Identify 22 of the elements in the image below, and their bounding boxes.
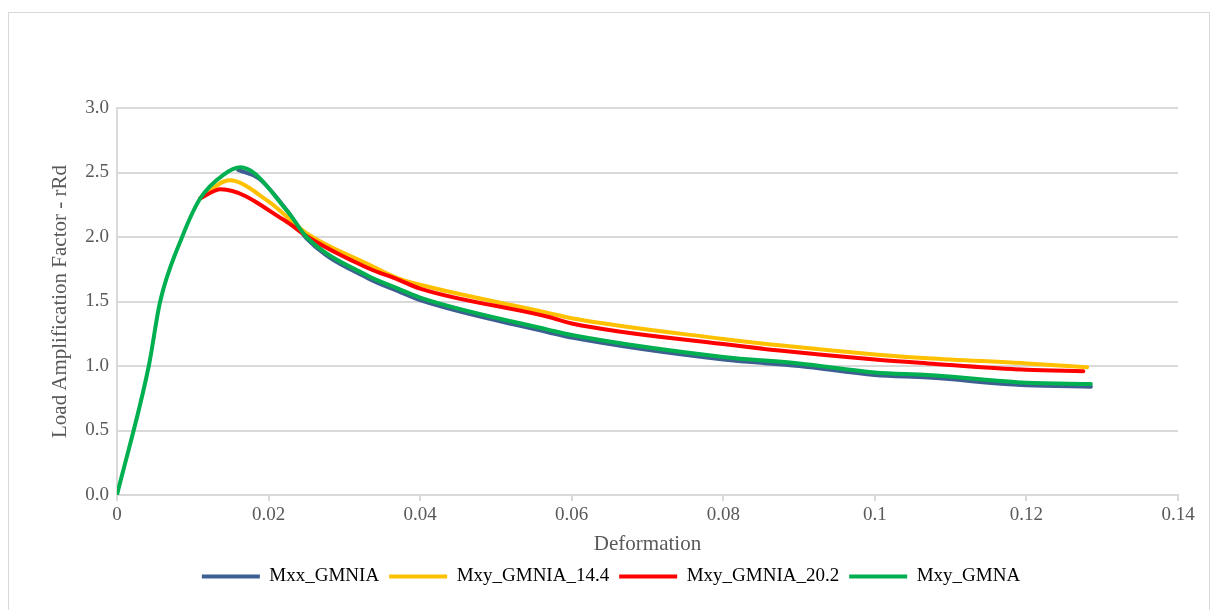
legend-label: Mxx_GMNIA (269, 564, 380, 586)
x-tick-label: 0 (112, 503, 122, 525)
x-tick-label: 0.08 (706, 503, 740, 525)
y-tick-label: 0.5 (85, 418, 109, 440)
x-tick-label: 0.12 (1009, 503, 1044, 525)
legend-label: Mxy_GMNA (916, 564, 1021, 586)
y-tick-label: 1.0 (85, 353, 109, 375)
y-tick-label: 3.0 (85, 95, 109, 117)
y-tick-label: 2.5 (85, 160, 109, 182)
legend-label: Mxy_GMNIA_14.4 (456, 564, 610, 586)
x-tick-label: 0.02 (251, 503, 286, 525)
y-tick-label: 2.0 (85, 224, 109, 246)
legend-label: Mxy_GMNIA_20.2 (686, 564, 840, 586)
x-tick-label: 0.1 (862, 503, 887, 525)
y-tick-label: 1.5 (85, 289, 109, 311)
y-tick-label: 0.0 (85, 482, 109, 504)
y-axis-title: Load Amplification Factor - rRd (47, 164, 72, 438)
line-series (116, 165, 1093, 495)
x-tick-label: 0.06 (555, 503, 589, 525)
x-axis-title: Deformation (593, 530, 702, 555)
x-tick-label: 0.14 (1161, 503, 1196, 525)
x-tick-label: 0.04 (403, 503, 438, 525)
